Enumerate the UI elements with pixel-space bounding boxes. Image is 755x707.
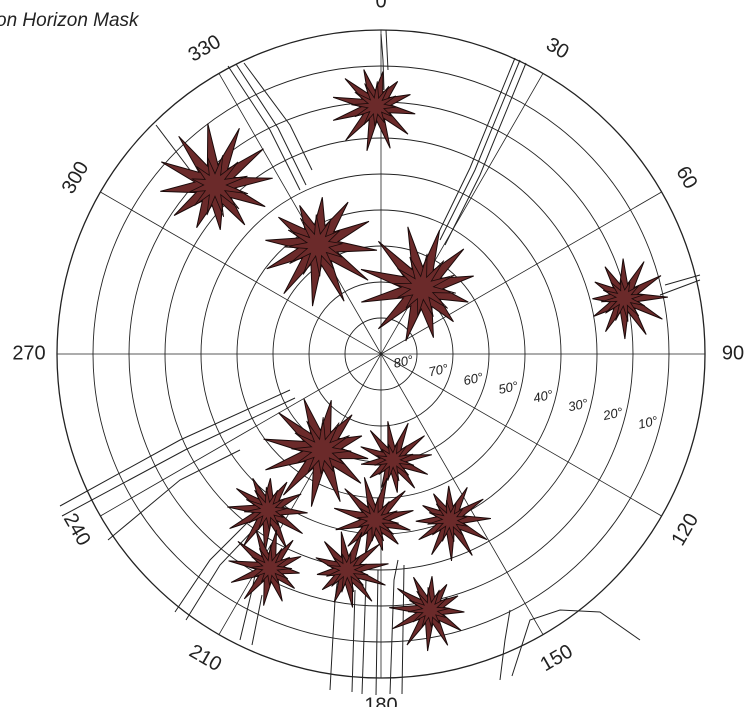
mask-edge <box>351 589 356 693</box>
azimuth-spoke <box>218 73 544 635</box>
mask-edge <box>664 274 701 286</box>
elevation-label: 10° <box>637 413 659 432</box>
azimuth-label: 270 <box>12 342 45 364</box>
mask-edge <box>380 33 385 91</box>
mask-edge <box>401 564 405 695</box>
azimuth-label: 90 <box>722 342 744 364</box>
satellite-star-marker <box>263 398 369 507</box>
elevation-label: 80° <box>392 352 414 371</box>
mask-edge <box>499 609 511 681</box>
horizon-mask-lines <box>59 29 701 696</box>
mask-edge <box>243 62 313 171</box>
elevation-label: 60° <box>462 369 484 388</box>
elevation-label: 20° <box>601 404 624 423</box>
satellite-star-marker <box>592 258 668 340</box>
satellite-star-marker <box>332 69 416 151</box>
mask-edge <box>251 594 263 646</box>
satellite-star-marker <box>228 529 302 606</box>
plot-title: on Horizon Mask <box>0 10 139 31</box>
elevation-label: 50° <box>497 378 519 397</box>
mask-edge <box>444 62 527 246</box>
azimuth-label: 210 <box>185 640 225 676</box>
elevation-label: 70° <box>427 361 449 380</box>
mask-edge <box>227 65 301 191</box>
satellite-star-marker <box>315 531 389 608</box>
azimuth-label: 180 <box>364 694 397 707</box>
elevation-label: 40° <box>532 387 554 406</box>
satellite-star-marker <box>360 421 432 493</box>
azimuth-label: 30 <box>542 33 572 63</box>
azimuth-label: 60 <box>671 163 701 193</box>
satellite-star-marker <box>265 197 378 307</box>
azimuth-label: 150 <box>537 640 577 676</box>
mask-edge <box>435 57 516 239</box>
mask-edge <box>389 559 399 695</box>
mask-edge <box>174 519 251 613</box>
azimuth-label: 0 <box>375 0 386 12</box>
satellite-star-marker <box>334 477 414 554</box>
satellite-star-marker <box>389 576 465 652</box>
satellite-star-marker <box>360 226 474 342</box>
satellite-stars <box>160 69 668 652</box>
azimuth-label: 120 <box>667 510 703 550</box>
mask-edge <box>439 59 521 241</box>
azimuth-label: 240 <box>59 510 95 550</box>
mask-edge <box>61 397 296 517</box>
mask-edge <box>375 569 379 696</box>
satellite-star-marker <box>415 485 491 561</box>
mask-edge <box>385 29 389 71</box>
azimuth-label: 300 <box>58 158 94 198</box>
mask-edge <box>107 449 241 541</box>
mask-edge <box>361 579 367 695</box>
mask-edge <box>659 279 701 296</box>
mask-edge <box>185 524 259 621</box>
mask-edge <box>511 609 641 677</box>
satellite-star-marker <box>160 123 273 230</box>
elevation-label: 30° <box>567 396 589 415</box>
mask-edge <box>155 124 191 171</box>
azimuth-label: 330 <box>185 31 225 67</box>
mask-edge <box>235 63 307 186</box>
mask-edge <box>59 389 291 507</box>
